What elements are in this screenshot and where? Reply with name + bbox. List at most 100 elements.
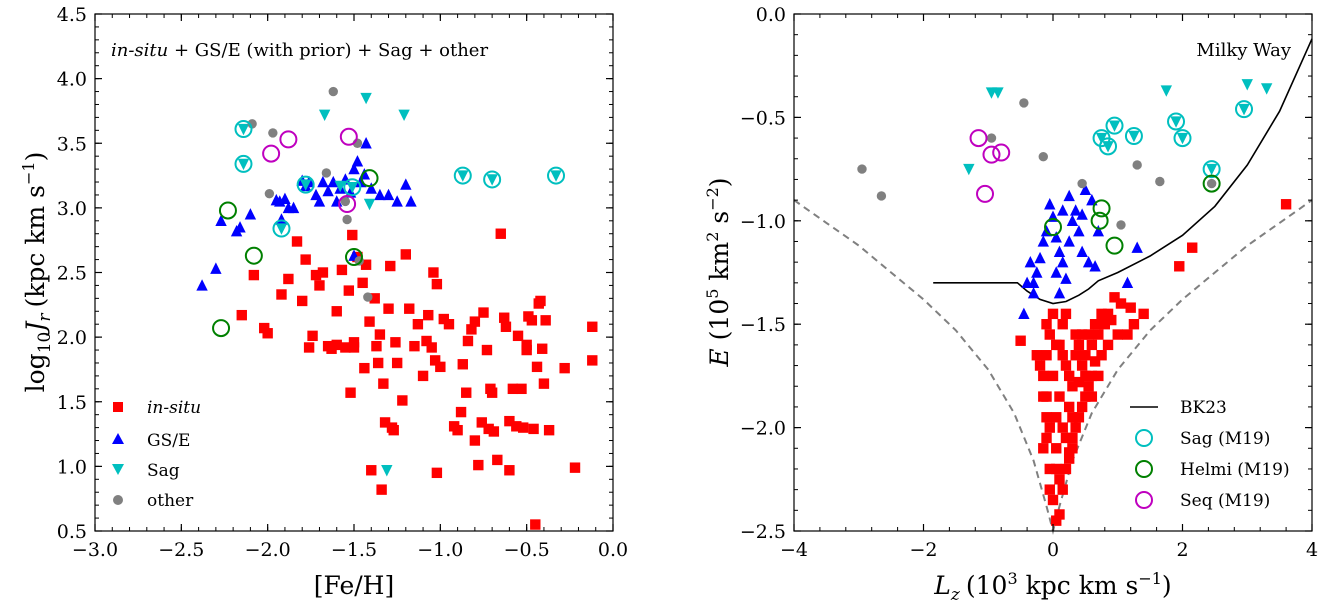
in-situ-point (1125, 302, 1136, 313)
other-point (1038, 151, 1048, 162)
helmi-m19-ring (1202, 174, 1221, 193)
in-situ-point (345, 387, 356, 398)
gs-e-point (215, 214, 227, 226)
in-situ-point (1060, 308, 1072, 320)
gs-e-point (1021, 276, 1033, 289)
seq-m19-ring (982, 145, 1001, 164)
in-situ-point (360, 259, 372, 270)
gs-e-point (351, 155, 364, 167)
left-ytick-label: 2.5 (57, 263, 87, 285)
in-situ-point (390, 337, 401, 348)
right-ytick-label: −0.5 (740, 107, 786, 129)
gs-e-point (1031, 266, 1043, 278)
left-annotation: in-situ + GS/E (with prior) + Sag + othe… (111, 40, 488, 61)
right-annotation: Milky Way (1196, 40, 1291, 61)
helmi-m19-ring (1044, 218, 1062, 237)
sag-m19-ring (453, 166, 472, 185)
in-situ-point (1070, 422, 1081, 433)
in-situ-point (1057, 350, 1068, 361)
in-situ-point (357, 277, 368, 289)
sag-point (398, 109, 410, 122)
seq-m19-ring (279, 130, 298, 149)
other-point (1206, 178, 1217, 189)
left-ytick-label: 1.0 (57, 456, 87, 478)
gs-e-point (405, 195, 417, 207)
in-situ-point (461, 387, 472, 398)
sag-point (381, 465, 393, 477)
in-situ-point (1115, 298, 1127, 309)
bk23-line (933, 38, 1313, 305)
sag-m19-ring (296, 175, 315, 194)
in-situ-point (347, 229, 358, 241)
in-situ-point (1099, 319, 1110, 330)
gs-e-point (1050, 231, 1062, 243)
gs-e-point (1076, 208, 1088, 220)
left-plot-frame (94, 13, 614, 532)
in-situ-point (409, 340, 420, 352)
left-xtick-label: −1.5 (331, 539, 377, 561)
gs-e-point (365, 182, 377, 194)
in-situ-point (1080, 391, 1091, 402)
in-situ-point (540, 315, 551, 326)
in-situ-point (1187, 242, 1198, 253)
sag-m19-ring (547, 166, 566, 185)
in-situ-point (1089, 356, 1101, 367)
in-situ-point (1089, 319, 1101, 330)
sag-m19-ring (1235, 100, 1254, 119)
in-situ-point (1041, 319, 1052, 330)
gs-e-point (1076, 245, 1088, 258)
gs-e-point (1050, 266, 1062, 278)
legend-gse-marker (112, 433, 124, 444)
other-point (1155, 176, 1165, 187)
sag-point (457, 170, 469, 182)
gs-e-point (1044, 198, 1056, 210)
helmi-m19-ring (1092, 199, 1111, 218)
sag-point (963, 163, 975, 176)
in-situ-point (1047, 308, 1059, 320)
left-xtick-label: −2.0 (245, 539, 291, 561)
in-situ-point (1034, 360, 1046, 371)
in-situ-point (1060, 432, 1072, 444)
in-situ-point (359, 362, 370, 374)
in-situ-point (1086, 370, 1098, 382)
in-situ-point (400, 249, 411, 260)
in-situ-point (1015, 335, 1026, 346)
in-situ-point (1051, 463, 1062, 475)
gs-e-point (1131, 241, 1143, 253)
in-situ-point (537, 343, 548, 354)
in-situ-point (1044, 484, 1055, 495)
in-situ-point (336, 264, 348, 276)
sag-point (346, 181, 358, 194)
gs-e-point (1069, 204, 1082, 216)
in-situ-point (291, 236, 303, 247)
helmi-m19-ring (360, 169, 379, 188)
right-xtick-label: −2 (909, 539, 937, 561)
in-situ-point (297, 295, 308, 307)
in-situ-point (1031, 350, 1043, 361)
legend-other-marker (113, 495, 123, 505)
gs-e-point (1073, 224, 1085, 237)
in-situ-point (469, 316, 481, 327)
in-situ-point (1067, 412, 1078, 423)
in-situ-point (1067, 432, 1078, 444)
in-situ-point (488, 426, 500, 437)
in-situ-point (371, 340, 382, 352)
gs-e-point (322, 184, 334, 197)
right-ticks: −4 −2 0 2 4 −2.5 −2.0 −1.5 −1.0 −0.5 0.0 (740, 4, 1318, 561)
legend-helmi-m19-label: Helmi (M19) (1180, 460, 1290, 480)
other-point (268, 128, 278, 138)
in-situ-point (1054, 474, 1065, 485)
sag-point (275, 223, 288, 235)
gs-e-point (1089, 260, 1101, 272)
in-situ-point (431, 278, 443, 290)
in-situ-point (1083, 381, 1094, 392)
in-situ-point (1044, 329, 1055, 340)
right-xtick-label: 4 (1306, 539, 1318, 561)
legend-in-situ-label: in-situ (147, 398, 201, 418)
left-ytick-label: 4.5 (57, 4, 87, 26)
gs-e-point (374, 188, 386, 201)
right-ytick-label: −1.5 (740, 314, 786, 336)
sag-m19-ring (234, 154, 253, 173)
sag-point (1170, 116, 1182, 128)
